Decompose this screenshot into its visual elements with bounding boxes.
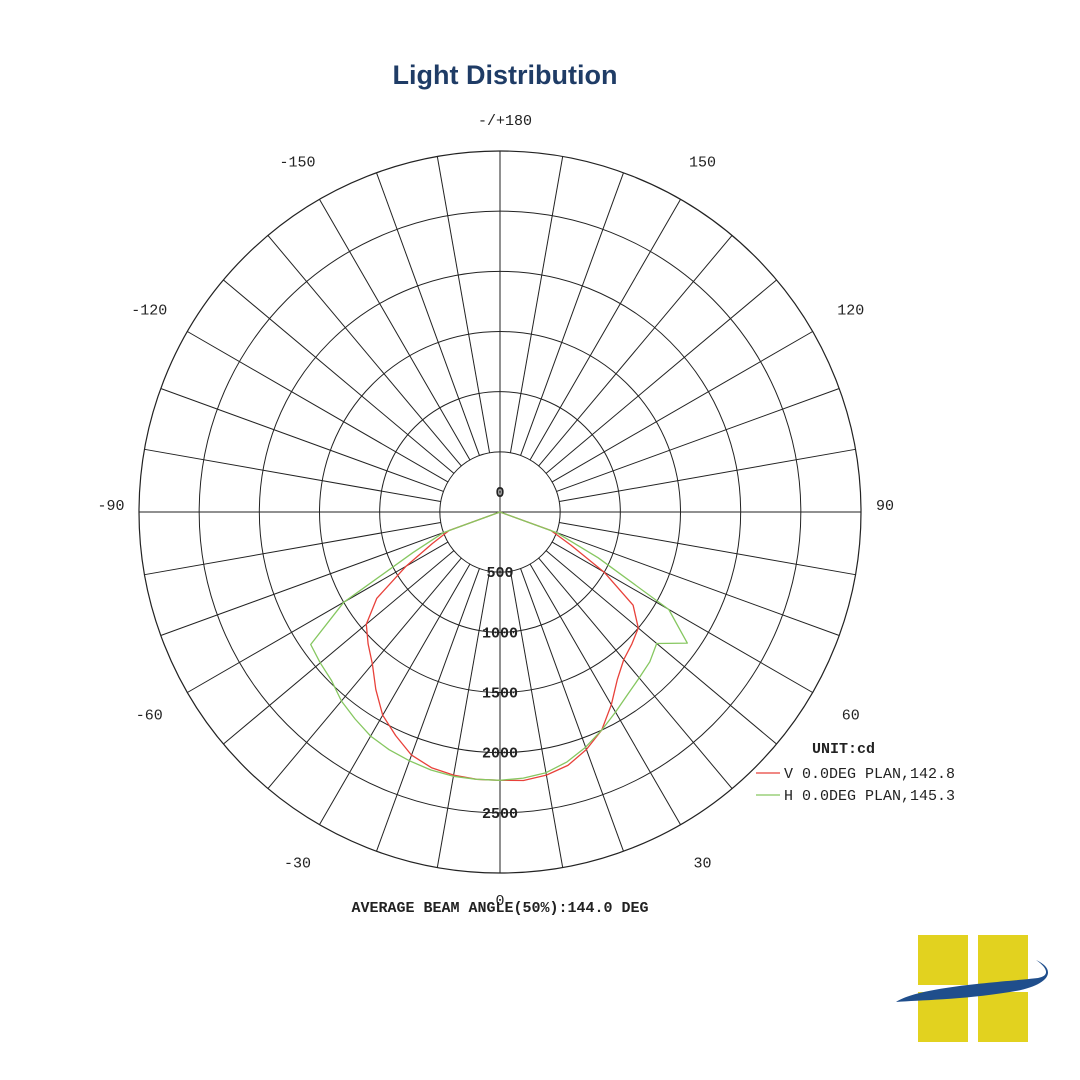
grid-spoke [160, 388, 444, 492]
unit-label: UNIT:cd [812, 741, 875, 758]
angle-label: 0 [495, 893, 504, 910]
grid-spoke [538, 235, 733, 467]
grid-spoke [545, 550, 777, 745]
grid-spoke [376, 172, 480, 456]
angle-label: 150 [689, 154, 716, 171]
radial-tick-label: 0 [495, 485, 504, 502]
grid-spoke [223, 279, 455, 474]
logo-square-tl [918, 935, 968, 985]
angle-label: -150 [279, 154, 315, 171]
logo-square-br [978, 992, 1028, 1042]
grid-spoke [436, 156, 491, 453]
grid-spoke [556, 388, 840, 492]
grid-spoke [559, 521, 856, 576]
angle-label: 30 [693, 856, 711, 873]
grid-spoke [319, 199, 471, 461]
grid-spoke [376, 568, 480, 852]
grid-spoke [144, 448, 441, 503]
grid-spoke [436, 571, 491, 868]
angle-label: -60 [136, 708, 163, 725]
grid-spoke [509, 156, 564, 453]
angle-labels: -/+180 -150 150 -120 120 -90 90 -60 60 -30 30 0 [97, 113, 894, 910]
grid-spoke [520, 568, 624, 852]
grid-spoke [509, 571, 564, 868]
angle-label: 90 [876, 498, 894, 515]
series-lines [310, 511, 688, 782]
grid-spoke [529, 563, 681, 825]
logo-square-tr [978, 935, 1028, 985]
grid-spoke [267, 557, 462, 789]
angle-label: 120 [837, 303, 864, 320]
grid-spoke [545, 279, 777, 474]
grid-spoke [187, 331, 449, 483]
grid-spoke [529, 199, 681, 461]
grid-spoke [538, 557, 733, 789]
beam-angle-footer: AVERAGE BEAM ANGLE(50%):144.0 DEG [351, 900, 648, 917]
company-logo [896, 935, 1051, 1042]
grid-spoke [556, 532, 840, 636]
grid-spoke [144, 521, 441, 576]
radial-labels: 0 500 1000 1500 2000 2500 [482, 485, 518, 823]
angle-label: 60 [842, 708, 860, 725]
grid-spoke [267, 235, 462, 467]
radial-tick-label: 500 [486, 565, 513, 582]
grid-spoke [551, 331, 813, 483]
angle-label: -120 [131, 303, 167, 320]
logo-swoosh [896, 960, 1049, 1002]
grid-spoke [520, 172, 624, 456]
grid-spoke [160, 532, 444, 636]
legend: V 0.0DEG PLAN,142.8 H 0.0DEG PLAN,145.3 [756, 766, 955, 805]
logo-square-bl [918, 992, 968, 1042]
legend-entry: H 0.0DEG PLAN,145.3 [784, 788, 955, 805]
grid-spoke [559, 448, 856, 503]
radial-tick-label: 1000 [482, 625, 518, 642]
legend-entry: V 0.0DEG PLAN,142.8 [784, 766, 955, 783]
series-line-v [365, 511, 639, 782]
radial-tick-label: 2500 [482, 806, 518, 823]
angle-label: -/+180 [478, 113, 532, 130]
series-line-h [310, 511, 688, 781]
grid-spoke [223, 550, 455, 745]
grid-spoke [551, 541, 813, 693]
grid-spoke [319, 563, 471, 825]
polar-grid [138, 150, 862, 874]
chart-title: Light Distribution [392, 60, 618, 90]
radial-tick-label: 2000 [482, 746, 518, 763]
angle-label: -30 [284, 856, 311, 873]
radial-tick-label: 1500 [482, 686, 518, 703]
angle-label: -90 [97, 498, 124, 515]
